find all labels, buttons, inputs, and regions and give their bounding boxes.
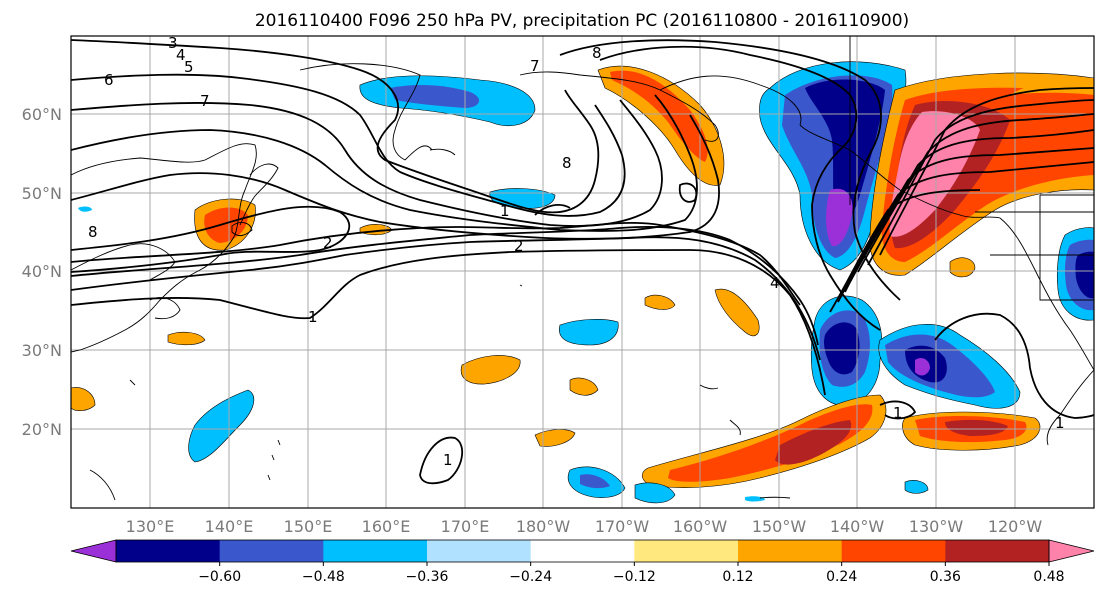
colorbar-frame xyxy=(115,539,1050,563)
lon-label: 170°E xyxy=(441,517,490,536)
contour-label: 2 xyxy=(514,237,524,255)
lat-label: 40°N xyxy=(22,262,62,281)
contour-label: 4 xyxy=(770,274,780,292)
lon-label: 150°E xyxy=(284,517,333,536)
contour-label: 3 xyxy=(168,34,178,52)
colorbar-swatch xyxy=(427,540,532,562)
colorbar-tick-label: 0.24 xyxy=(826,569,857,585)
lat-label: 60°N xyxy=(22,105,62,124)
colorbar-extend-high xyxy=(1048,539,1095,563)
colorbar-swatch xyxy=(738,540,843,562)
precip-shading xyxy=(71,61,1094,504)
colorbar-tick-label: 0.48 xyxy=(1033,569,1064,585)
colorbar-segments xyxy=(70,539,1095,563)
colorbar-swatch xyxy=(116,540,221,562)
lon-label: 120°W xyxy=(988,517,1043,536)
contour-label: 5 xyxy=(184,58,194,76)
lat-labels: 60°N 50°N 40°N 30°N 20°N xyxy=(22,105,62,439)
colorbar-tick-label: 0.36 xyxy=(930,569,961,585)
colorbar-swatch xyxy=(841,540,946,562)
colorbar-tick-label: −0.60 xyxy=(198,569,241,585)
colorbar-swatch xyxy=(219,540,324,562)
colorbar-swatch xyxy=(945,540,1050,562)
lat-label: 30°N xyxy=(22,341,62,360)
map-panel: 3 4 5 6 7 8 7 8 2 2 1 8 1 4 1 1 1 xyxy=(71,34,1094,508)
lat-label: 20°N xyxy=(22,420,62,439)
lon-labels: 130°E 140°E 150°E 160°E 170°E 180°W 170°… xyxy=(126,517,1043,536)
colorbar-swatch xyxy=(634,540,739,562)
contour-label: 7 xyxy=(200,92,210,110)
colorbar-tick-label: −0.24 xyxy=(509,569,552,585)
colorbar-tick-label: −0.36 xyxy=(406,569,449,585)
contour-label: 1 xyxy=(500,202,510,220)
contour-labels: 3 4 5 6 7 8 7 8 2 2 1 8 1 4 1 1 1 xyxy=(88,34,1065,469)
colorbar: −0.60 −0.48 −0.36 −0.24 −0.12 0.12 0.24 0.36 0.4… xyxy=(70,539,1095,585)
colorbar-extend-low xyxy=(70,539,117,563)
contour-label: 4 xyxy=(176,46,186,64)
figure-title: 2016110400 F096 250 hPa PV, precipitatio… xyxy=(255,11,909,31)
map-frame xyxy=(70,35,1095,509)
lon-label: 160°E xyxy=(362,517,411,536)
colorbar-swatch xyxy=(530,540,635,562)
lon-label: 170°W xyxy=(595,517,650,536)
contour-label: 2 xyxy=(323,234,333,252)
colorbar-tick-label: −0.12 xyxy=(613,569,656,585)
contour-label: 8 xyxy=(592,44,602,62)
lon-label: 140°E xyxy=(205,517,254,536)
lon-label: 160°W xyxy=(673,517,728,536)
contour-label: 1 xyxy=(443,451,453,469)
lon-label: 150°W xyxy=(752,517,807,536)
lon-label: 130°E xyxy=(126,517,175,536)
contour-label: 7 xyxy=(530,57,540,75)
lat-label: 50°N xyxy=(22,184,62,203)
colorbar-swatch xyxy=(323,540,428,562)
contour-label: 1 xyxy=(893,404,903,422)
contour-label: 1 xyxy=(1055,414,1065,432)
lon-label: 180°W xyxy=(516,517,571,536)
coastlines xyxy=(71,36,1094,501)
contour-label: 8 xyxy=(562,154,572,172)
contour-label: 6 xyxy=(104,71,114,89)
colorbar-tick-label: 0.12 xyxy=(722,569,753,585)
colorbar-ticks: −0.60 −0.48 −0.36 −0.24 −0.12 0.12 0.24 0.36 0.4… xyxy=(198,562,1065,585)
lon-label: 140°W xyxy=(830,517,885,536)
pv-contours xyxy=(71,39,1094,485)
contour-label: 1 xyxy=(308,308,318,326)
colorbar-tick-label: −0.48 xyxy=(302,569,345,585)
contour-label: 8 xyxy=(88,223,98,241)
lon-label: 130°W xyxy=(909,517,964,536)
